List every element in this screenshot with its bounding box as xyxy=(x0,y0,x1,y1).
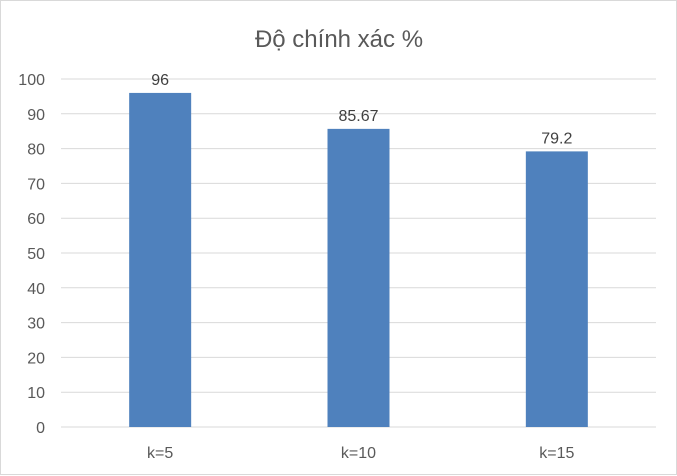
y-tick-label: 10 xyxy=(27,385,45,402)
x-axis-categories: k=5 k=10 k=15 xyxy=(147,445,574,462)
x-tick-label: k=10 xyxy=(341,445,376,462)
data-label: 85.67 xyxy=(338,108,378,125)
y-axis-ticks: 0 10 20 30 40 50 60 70 80 90 100 xyxy=(18,72,45,437)
y-tick-label: 40 xyxy=(27,281,45,298)
bar xyxy=(129,92,192,428)
y-tick-label: 20 xyxy=(27,350,45,367)
y-tick-label: 60 xyxy=(27,211,45,228)
bars xyxy=(129,92,588,428)
x-tick-label: k=5 xyxy=(147,445,173,462)
y-tick-label: 30 xyxy=(27,316,45,333)
y-tick-label: 0 xyxy=(36,420,45,437)
data-labels: 96 85.67 79.2 xyxy=(151,72,572,147)
data-label: 79.2 xyxy=(541,130,572,147)
chart-title: Độ chính xác % xyxy=(255,26,423,53)
data-label: 96 xyxy=(151,72,169,89)
y-tick-label: 90 xyxy=(27,107,45,124)
x-tick-label: k=15 xyxy=(539,445,574,462)
y-tick-label: 100 xyxy=(18,72,45,89)
bar xyxy=(525,151,588,427)
y-tick-label: 70 xyxy=(27,176,45,193)
bar xyxy=(327,128,390,427)
y-tick-label: 50 xyxy=(27,246,45,263)
y-tick-label: 80 xyxy=(27,142,45,159)
